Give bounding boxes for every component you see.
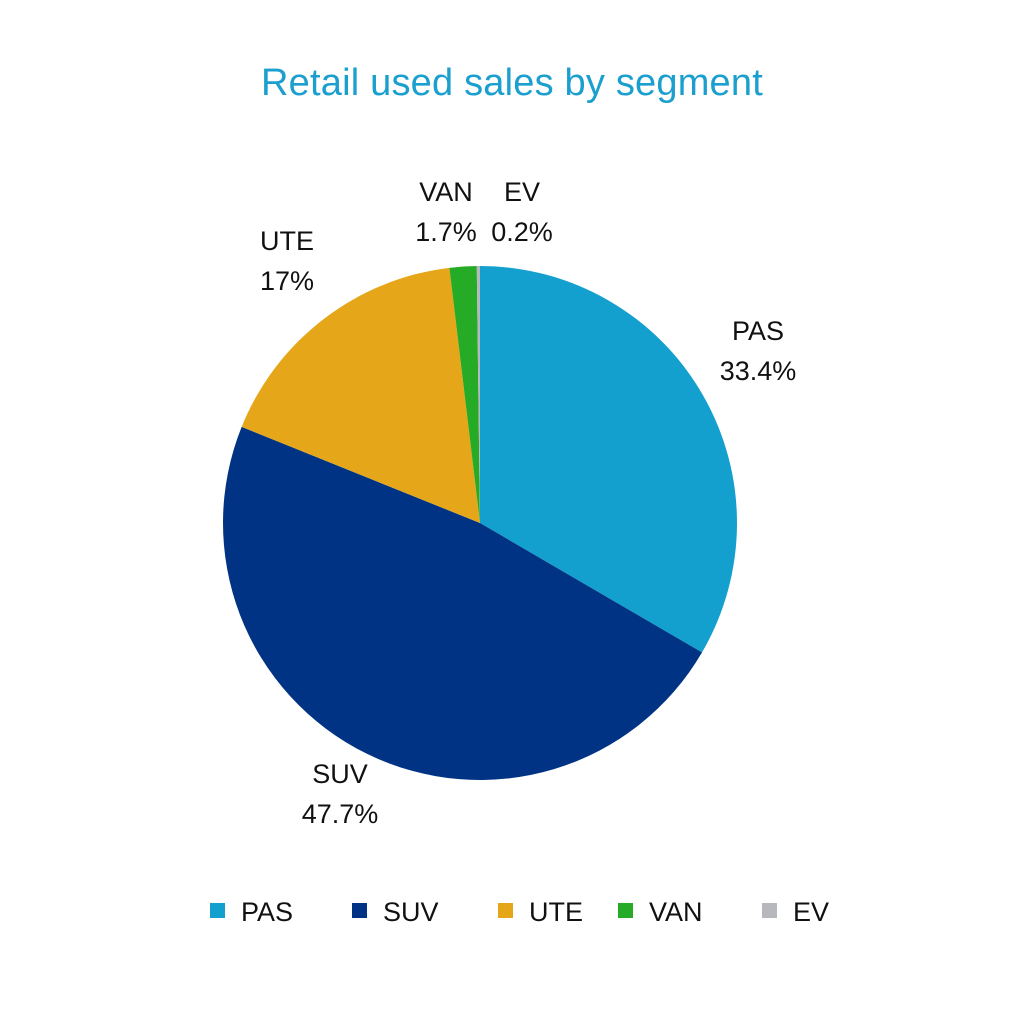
legend-label-ute: UTE bbox=[529, 897, 583, 927]
legend-item-ute: UTE bbox=[498, 897, 583, 927]
chart-title: Retail used sales by segment bbox=[261, 62, 763, 104]
slice-label-pas: PAS 33.4% bbox=[720, 316, 797, 386]
slice-label-ute: UTE 17% bbox=[260, 226, 314, 296]
pie-slice-suv bbox=[223, 426, 703, 780]
slice-label-ev: EV 0.2% bbox=[491, 177, 553, 247]
legend-swatch-ev bbox=[762, 903, 777, 918]
pie-slice-van bbox=[449, 266, 480, 523]
legend-label-van: VAN bbox=[649, 897, 703, 927]
pie-slice-ev bbox=[476, 266, 480, 523]
legend-swatch-van bbox=[618, 903, 633, 918]
pie-slice-ute bbox=[241, 267, 480, 523]
pie-slice-pas bbox=[480, 266, 738, 653]
legend-label-pas: PAS bbox=[241, 897, 293, 927]
legend-item-suv: SUV bbox=[352, 897, 439, 927]
legend-swatch-suv bbox=[352, 903, 367, 918]
legend-item-ev: EV bbox=[762, 897, 829, 927]
slice-label-van: VAN 1.7% bbox=[415, 177, 477, 247]
legend-swatch-ute bbox=[498, 903, 513, 918]
legend-label-ev: EV bbox=[793, 897, 829, 927]
legend-item-van: VAN bbox=[618, 897, 703, 927]
legend-swatch-pas bbox=[210, 903, 225, 918]
legend-label-suv: SUV bbox=[383, 897, 439, 927]
legend-item-pas: PAS bbox=[210, 897, 293, 927]
slice-label-suv: SUV 47.7% bbox=[302, 759, 379, 829]
